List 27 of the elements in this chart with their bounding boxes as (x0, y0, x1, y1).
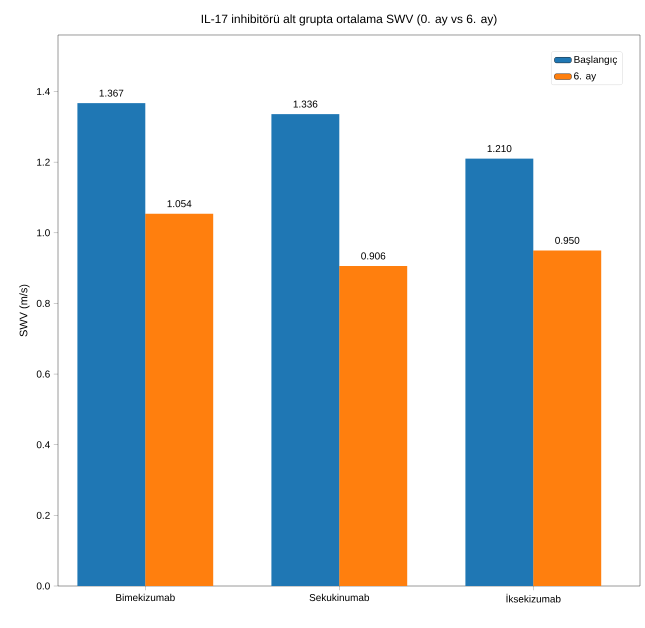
x-tick-label: İksekizumab (506, 594, 561, 603)
y-axis-title: SWV (m/s) (19, 284, 30, 336)
y-tick-label: 0.0 (36, 582, 50, 590)
y-tick-label: 0.8 (36, 300, 50, 307)
data-label: 1.210 (488, 145, 512, 152)
y-tick-label: 0.6 (36, 370, 50, 378)
bar (533, 250, 602, 586)
legend-label: Başlangıç (574, 56, 618, 66)
data-label: 1.336 (294, 100, 318, 108)
y-tick-label: 0.4 (36, 441, 50, 448)
bar (145, 214, 214, 586)
legend-label: 6. ay (574, 72, 596, 82)
x-tick-label: Sekukinumab (310, 594, 370, 602)
bar (465, 158, 534, 586)
data-label: 1.367 (100, 90, 124, 97)
x-tick-label: Bimekizumab (116, 594, 175, 602)
bar (77, 103, 146, 586)
bar (339, 266, 408, 586)
data-label: 0.950 (555, 236, 580, 244)
data-label: 1.054 (168, 200, 192, 208)
y-tick-label: 1.0 (37, 229, 50, 236)
y-tick-label: 1.2 (37, 158, 50, 166)
y-tick-label: 0.2 (36, 512, 50, 519)
bar (271, 114, 340, 586)
y-tick-label: 1.4 (37, 88, 50, 95)
data-label: 0.906 (361, 252, 386, 260)
chart-title: IL-17 inhibitörü alt grupta ortalama SWV (0. ay vs 6. ay) (202, 14, 497, 26)
